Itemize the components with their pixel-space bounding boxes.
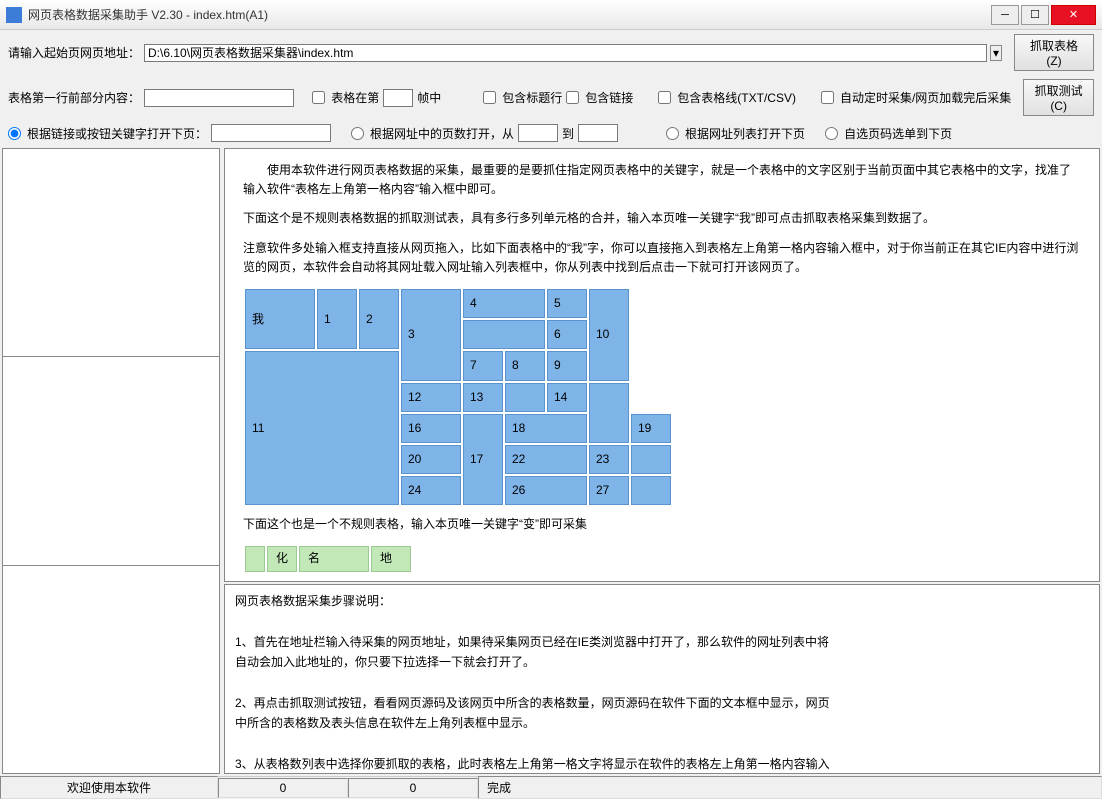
window-controls: ─ ☐ ✕ [991,5,1096,25]
status-count1: 0 [218,778,348,798]
url-label: 请输入起始页网页地址： [8,44,140,61]
table-cell: 化 [267,546,297,571]
status-bar: 欢迎使用本软件 0 0 完成 [0,776,1102,798]
table-cell: 20 [401,445,461,474]
nav-pagenum-radio[interactable] [351,127,364,140]
table-cell [631,445,671,474]
table-cell: 10 [589,289,629,381]
toolbar-options-row: 表格第一行前部分内容： 表格在第 帧中 包含标题行 包含链接 包含表格线(TXT… [0,75,1102,120]
test-extract-button[interactable]: 抓取测试(C) [1023,79,1094,116]
table-cell [589,383,629,443]
minimize-button[interactable]: ─ [991,5,1019,25]
nav-from-input[interactable] [518,124,558,142]
table-cell: 13 [463,383,503,412]
first-row-input[interactable] [144,89,294,107]
table-cell: 27 [589,476,629,505]
nav-to-input[interactable] [578,124,618,142]
table-cell: 8 [505,351,545,380]
maximize-button[interactable]: ☐ [1021,5,1049,25]
extract-table-button[interactable]: 抓取表格(Z) [1014,34,1094,71]
left-pane-3[interactable] [3,566,219,773]
nav-keyword-label: 根据链接或按钮关键字打开下页： [27,125,207,142]
instructions-step3: 3、从表格数列表中选择你要抓取的表格，此时表格左上角第一格文字将显示在软件的表格… [235,754,835,774]
table-cell [463,320,545,349]
toolbar-url-row: 请输入起始页网页地址： ▾ 抓取表格(Z) [0,30,1102,75]
right-panel: 使用本软件进行网页表格数据的采集，最重要的是要抓住指定网页表格中的关键字，就是一… [224,148,1100,774]
include-title-checkbox[interactable] [483,91,496,104]
table-cell: 3 [401,289,461,381]
left-panel [2,148,220,774]
table-cell: 我 [245,289,315,349]
table-cell: 1 [317,289,357,349]
content-area[interactable]: 使用本软件进行网页表格数据的采集，最重要的是要抓住指定网页表格中的关键字，就是一… [224,148,1100,582]
left-pane-2[interactable] [3,357,219,565]
table-cell: 14 [547,383,587,412]
table-cell [631,476,671,505]
table-at-input[interactable] [383,89,413,107]
status-count2: 0 [348,778,478,798]
instructions-step2: 2、再点击抓取测试按钮，看看网页源码及该网页中所含的表格数量，网页源码在软件下面… [235,693,835,734]
table-cell: 16 [401,414,461,443]
table-cell: 9 [547,351,587,380]
instructions-panel[interactable]: 网页表格数据采集步骤说明： 1、首先在地址栏输入待采集的网页地址，如果待采集网页… [224,584,1100,774]
nav-select-radio[interactable] [825,127,838,140]
nav-list-label: 根据网址列表打开下页 [685,125,805,142]
table-cell: 18 [505,414,587,443]
table-at-label: 表格在第 [331,89,379,106]
table-cell [245,546,265,571]
table-cell: 2 [359,289,399,349]
table-at-suffix: 帧中 [417,89,441,106]
nav-keyword-radio[interactable] [8,127,21,140]
content-p3: 注意软件多处输入框支持直接从网页拖入，比如下面表格中的“我”字，你可以直接拖入到… [243,239,1081,277]
status-done: 完成 [478,776,1102,799]
table-cell: 24 [401,476,461,505]
table-cell: 23 [589,445,629,474]
window-title: 网页表格数据采集助手 V2.30 - index.htm(A1) [28,6,991,23]
main-area: 使用本软件进行网页表格数据的采集，最重要的是要抓住指定网页表格中的关键字，就是一… [0,146,1102,776]
content-p4: 下面这个也是一个不规则表格，输入本页唯一关键字“变”即可采集 [243,515,1081,534]
table-cell: 12 [401,383,461,412]
url-dropdown-icon[interactable]: ▾ [990,45,1002,61]
table-cell: 6 [547,320,587,349]
instructions-heading: 网页表格数据采集步骤说明： [235,591,1089,611]
include-gridlines-label: 包含表格线(TXT/CSV) [677,89,796,106]
instructions-step1: 1、首先在地址栏输入待采集的网页地址，如果待采集网页已经在IE类浏览器中打开了，… [235,632,835,673]
table-cell: 地 [371,546,411,571]
url-input[interactable] [144,44,987,62]
first-row-label: 表格第一行前部分内容： [8,89,140,106]
app-icon [6,7,22,23]
nav-keyword-input[interactable] [211,124,331,142]
demo-table-1: 我 1 2 3 4 5 10 6 11 7 8 9 [243,287,673,507]
table-at-checkbox[interactable] [312,91,325,104]
table-cell: 4 [463,289,545,318]
table-cell: 19 [631,414,671,443]
table-cell [505,383,545,412]
include-link-label: 包含链接 [585,89,633,106]
table-cell: 22 [505,445,587,474]
table-cell: 7 [463,351,503,380]
content-p2: 下面这个是不规则表格数据的抓取测试表，具有多行多列单元格的合并，输入本页唯一关键… [243,209,1081,228]
nav-list-radio[interactable] [666,127,679,140]
include-link-checkbox[interactable] [566,91,579,104]
toolbar-nav-row: 根据链接或按钮关键字打开下页： 根据网址中的页数打开，从 到 根据网址列表打开下… [0,120,1102,146]
table-cell: 17 [463,414,503,506]
table-cell: 26 [505,476,587,505]
demo-table-2: 化 名 地 [243,544,413,573]
table-cell: 5 [547,289,587,318]
table-cell: 名 [299,546,369,571]
title-bar: 网页表格数据采集助手 V2.30 - index.htm(A1) ─ ☐ ✕ [0,0,1102,30]
include-title-label: 包含标题行 [502,89,562,106]
nav-to-label: 到 [562,125,574,142]
status-welcome: 欢迎使用本软件 [0,776,218,799]
nav-select-label: 自选页码选单到下页 [844,125,952,142]
content-p1: 使用本软件进行网页表格数据的采集，最重要的是要抓住指定网页表格中的关键字，就是一… [243,161,1081,199]
table-cell: 11 [245,351,399,505]
auto-collect-label: 自动定时采集/网页加载完后采集 [840,89,1011,106]
nav-pagenum-label: 根据网址中的页数打开，从 [370,125,514,142]
close-button[interactable]: ✕ [1051,5,1096,25]
include-gridlines-checkbox[interactable] [658,91,671,104]
auto-collect-checkbox[interactable] [821,91,834,104]
left-pane-1[interactable] [3,149,219,357]
